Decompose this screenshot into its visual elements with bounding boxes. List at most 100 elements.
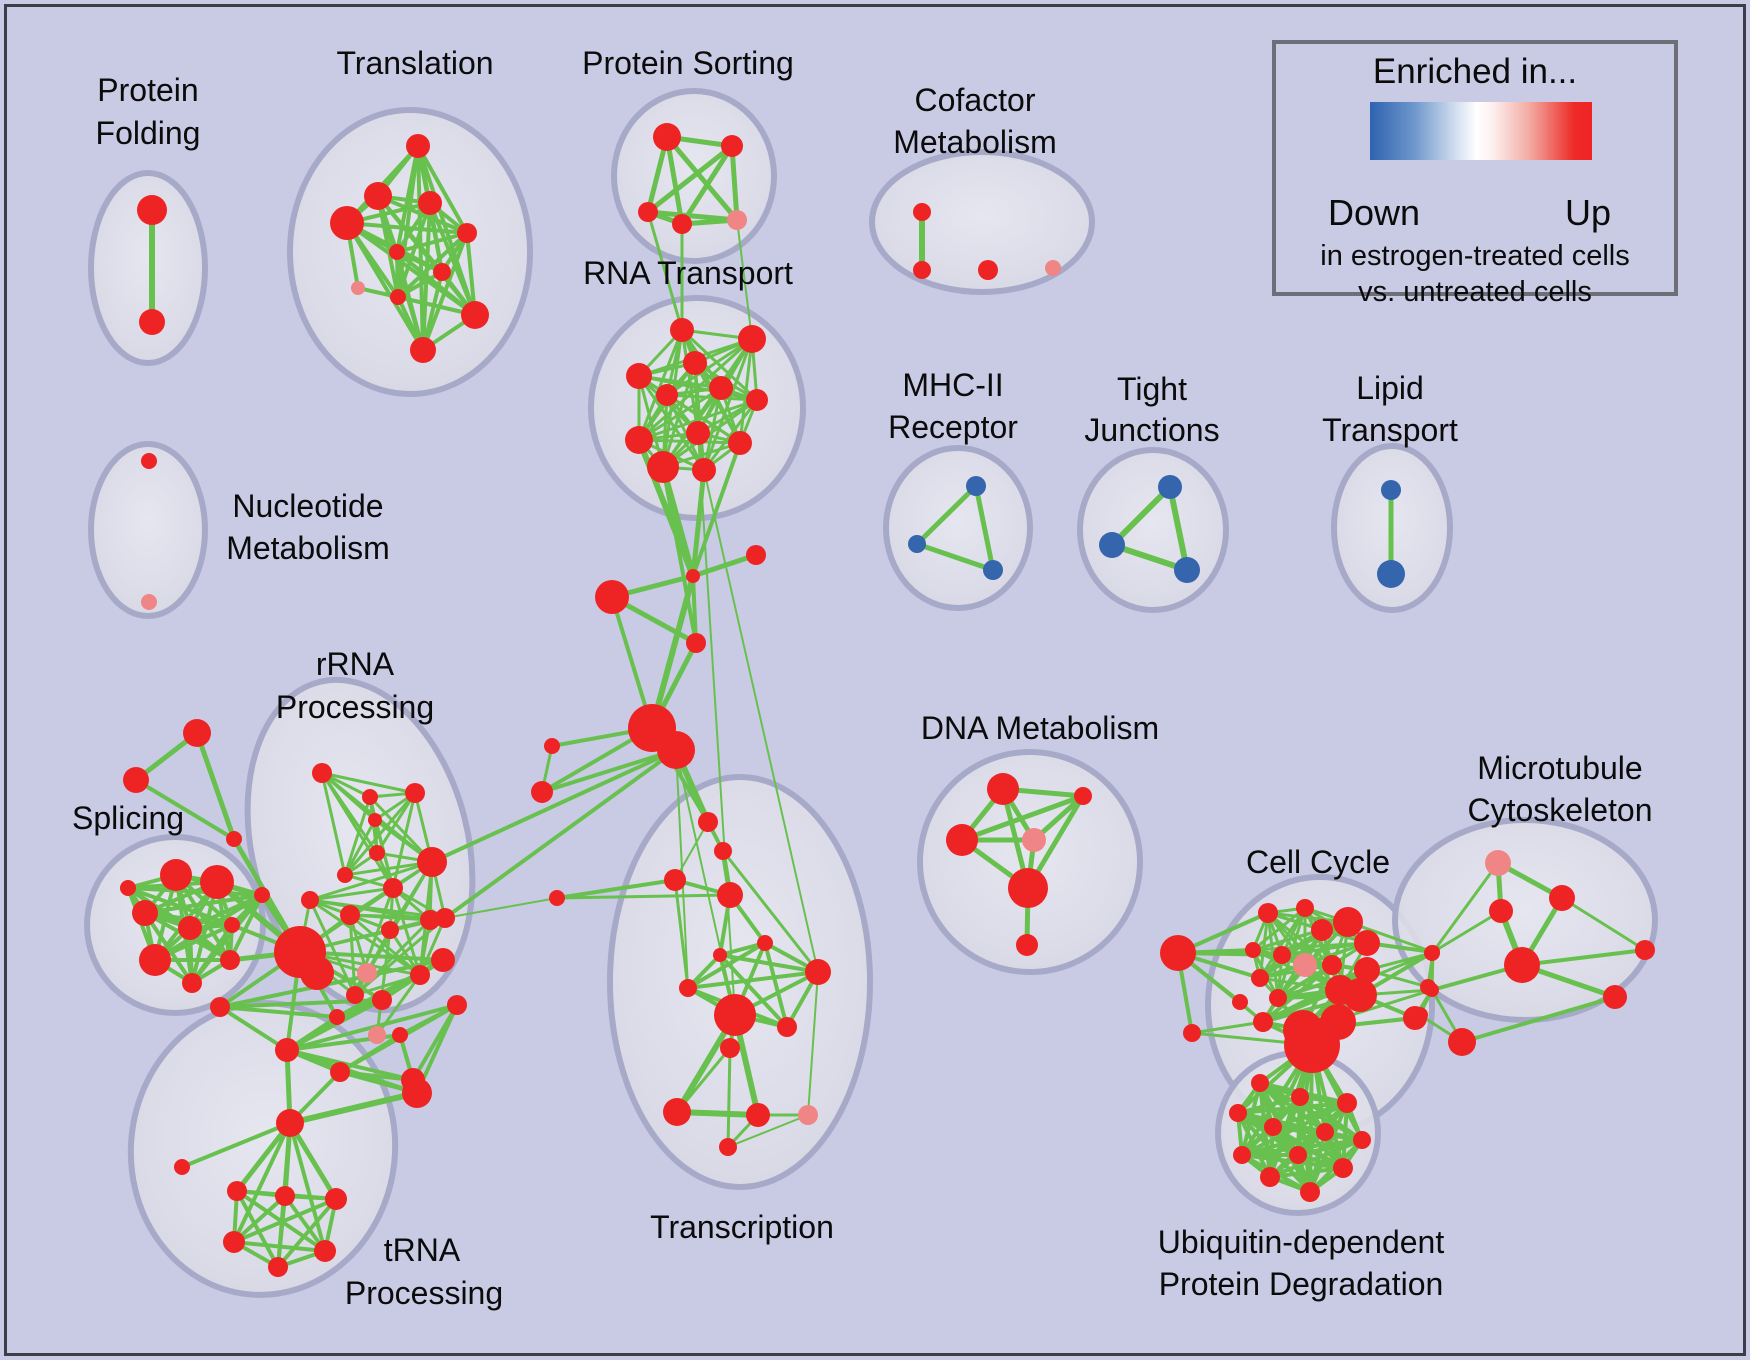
node-rr18[interactable] <box>346 986 364 1004</box>
node-ub10[interactable] <box>1333 1158 1353 1178</box>
node-mtJ1[interactable] <box>1426 945 1440 959</box>
node-tr7[interactable] <box>433 263 451 281</box>
node-rt4[interactable] <box>626 363 652 389</box>
node-rt2[interactable] <box>738 325 766 353</box>
node-cc14[interactable] <box>1343 978 1377 1012</box>
node-tc2[interactable] <box>714 842 732 860</box>
node-lm6[interactable] <box>392 1027 408 1043</box>
node-rr12[interactable] <box>420 910 440 930</box>
node-rr6[interactable] <box>337 867 353 883</box>
node-rr2[interactable] <box>362 789 378 805</box>
node-tc1[interactable] <box>698 812 718 832</box>
node-tr2[interactable] <box>364 182 392 210</box>
node-mt1[interactable] <box>1485 850 1511 876</box>
node-rr3[interactable] <box>405 783 425 803</box>
node-lm2[interactable] <box>275 1038 299 1062</box>
node-tr4[interactable] <box>330 206 364 240</box>
node-mt4[interactable] <box>1504 947 1540 983</box>
node-mt9[interactable] <box>1412 1007 1428 1023</box>
node-mh3[interactable] <box>983 560 1003 580</box>
node-ub4[interactable] <box>1229 1104 1247 1122</box>
node-mh1[interactable] <box>966 476 986 496</box>
node-tn3[interactable] <box>325 1188 347 1210</box>
node-rr11[interactable] <box>381 921 399 939</box>
node-ub0b[interactable] <box>1320 1004 1356 1040</box>
node-tC[interactable] <box>226 831 242 847</box>
node-sp8[interactable] <box>182 973 202 993</box>
node-tr8[interactable] <box>351 281 365 295</box>
node-mid3[interactable] <box>595 580 629 614</box>
node-rr17[interactable] <box>368 1026 386 1044</box>
node-lm3[interactable] <box>329 1009 345 1025</box>
node-ub1[interactable] <box>1251 1074 1269 1092</box>
node-sp9[interactable] <box>220 950 240 970</box>
node-rt8[interactable] <box>686 421 710 445</box>
node-cf4[interactable] <box>1045 260 1061 276</box>
node-ccL[interactable] <box>1160 935 1196 971</box>
node-cf1[interactable] <box>913 203 931 221</box>
node-cc9[interactable] <box>1251 969 1269 987</box>
node-hb2[interactable] <box>300 956 334 990</box>
node-lm9[interactable] <box>447 995 467 1015</box>
node-ps4[interactable] <box>672 214 692 234</box>
node-pf1[interactable] <box>137 195 167 225</box>
node-tc5[interactable] <box>549 890 565 906</box>
node-rt11[interactable] <box>647 451 679 483</box>
node-cc4[interactable] <box>1333 907 1363 937</box>
node-nm1[interactable] <box>141 453 157 469</box>
node-ub8[interactable] <box>1233 1146 1251 1164</box>
node-rr1[interactable] <box>312 763 332 783</box>
node-tr6[interactable] <box>389 244 405 260</box>
node-txE[interactable] <box>714 994 756 1036</box>
node-lm1[interactable] <box>210 997 230 1017</box>
node-ub5[interactable] <box>1264 1118 1282 1136</box>
node-rt7[interactable] <box>746 389 768 411</box>
node-txB[interactable] <box>757 935 773 951</box>
node-cc10[interactable] <box>1269 989 1287 1007</box>
node-cc1[interactable] <box>1258 903 1278 923</box>
node-ub12[interactable] <box>1300 1182 1320 1202</box>
node-tnh[interactable] <box>276 1109 304 1137</box>
node-tn4[interactable] <box>223 1231 245 1253</box>
node-lm8[interactable] <box>431 948 455 972</box>
node-lt1[interactable] <box>1381 480 1401 500</box>
node-rr16[interactable] <box>410 965 430 985</box>
node-ub9[interactable] <box>1289 1146 1307 1164</box>
node-sp4[interactable] <box>178 916 202 940</box>
node-cc16[interactable] <box>1253 1012 1273 1032</box>
node-tn1[interactable] <box>227 1181 247 1201</box>
node-sp1[interactable] <box>160 859 192 891</box>
node-txD[interactable] <box>679 979 697 997</box>
node-mt6[interactable] <box>1635 940 1655 960</box>
node-sp6[interactable] <box>224 917 240 933</box>
node-mt2[interactable] <box>1549 885 1575 911</box>
node-tr10[interactable] <box>461 301 489 329</box>
node-cc8[interactable] <box>1293 953 1317 977</box>
node-mh2[interactable] <box>908 535 926 553</box>
node-sp10[interactable] <box>120 880 136 896</box>
node-ps3[interactable] <box>638 202 658 222</box>
node-tA[interactable] <box>183 719 211 747</box>
node-rt5[interactable] <box>656 384 678 406</box>
node-rr8[interactable] <box>417 847 447 877</box>
node-rt10[interactable] <box>728 431 752 455</box>
node-cc7[interactable] <box>1273 946 1291 964</box>
node-tB[interactable] <box>123 767 149 793</box>
node-rr15[interactable] <box>435 908 455 928</box>
node-cc15[interactable] <box>1232 994 1248 1010</box>
node-rr5[interactable] <box>369 845 385 861</box>
node-tj1[interactable] <box>1158 475 1182 499</box>
node-sp3[interactable] <box>132 900 158 926</box>
node-rr4[interactable] <box>368 813 382 827</box>
node-sp2[interactable] <box>200 865 234 899</box>
node-txA[interactable] <box>713 948 727 962</box>
node-mtJ2[interactable] <box>1425 983 1439 997</box>
node-rr7[interactable] <box>383 878 403 898</box>
node-lm10[interactable] <box>402 1078 432 1108</box>
node-cl2[interactable] <box>531 781 553 803</box>
node-ub3[interactable] <box>1337 1093 1357 1113</box>
node-txJ[interactable] <box>798 1105 818 1125</box>
node-rt1[interactable] <box>670 318 694 342</box>
node-tn5[interactable] <box>314 1240 336 1262</box>
